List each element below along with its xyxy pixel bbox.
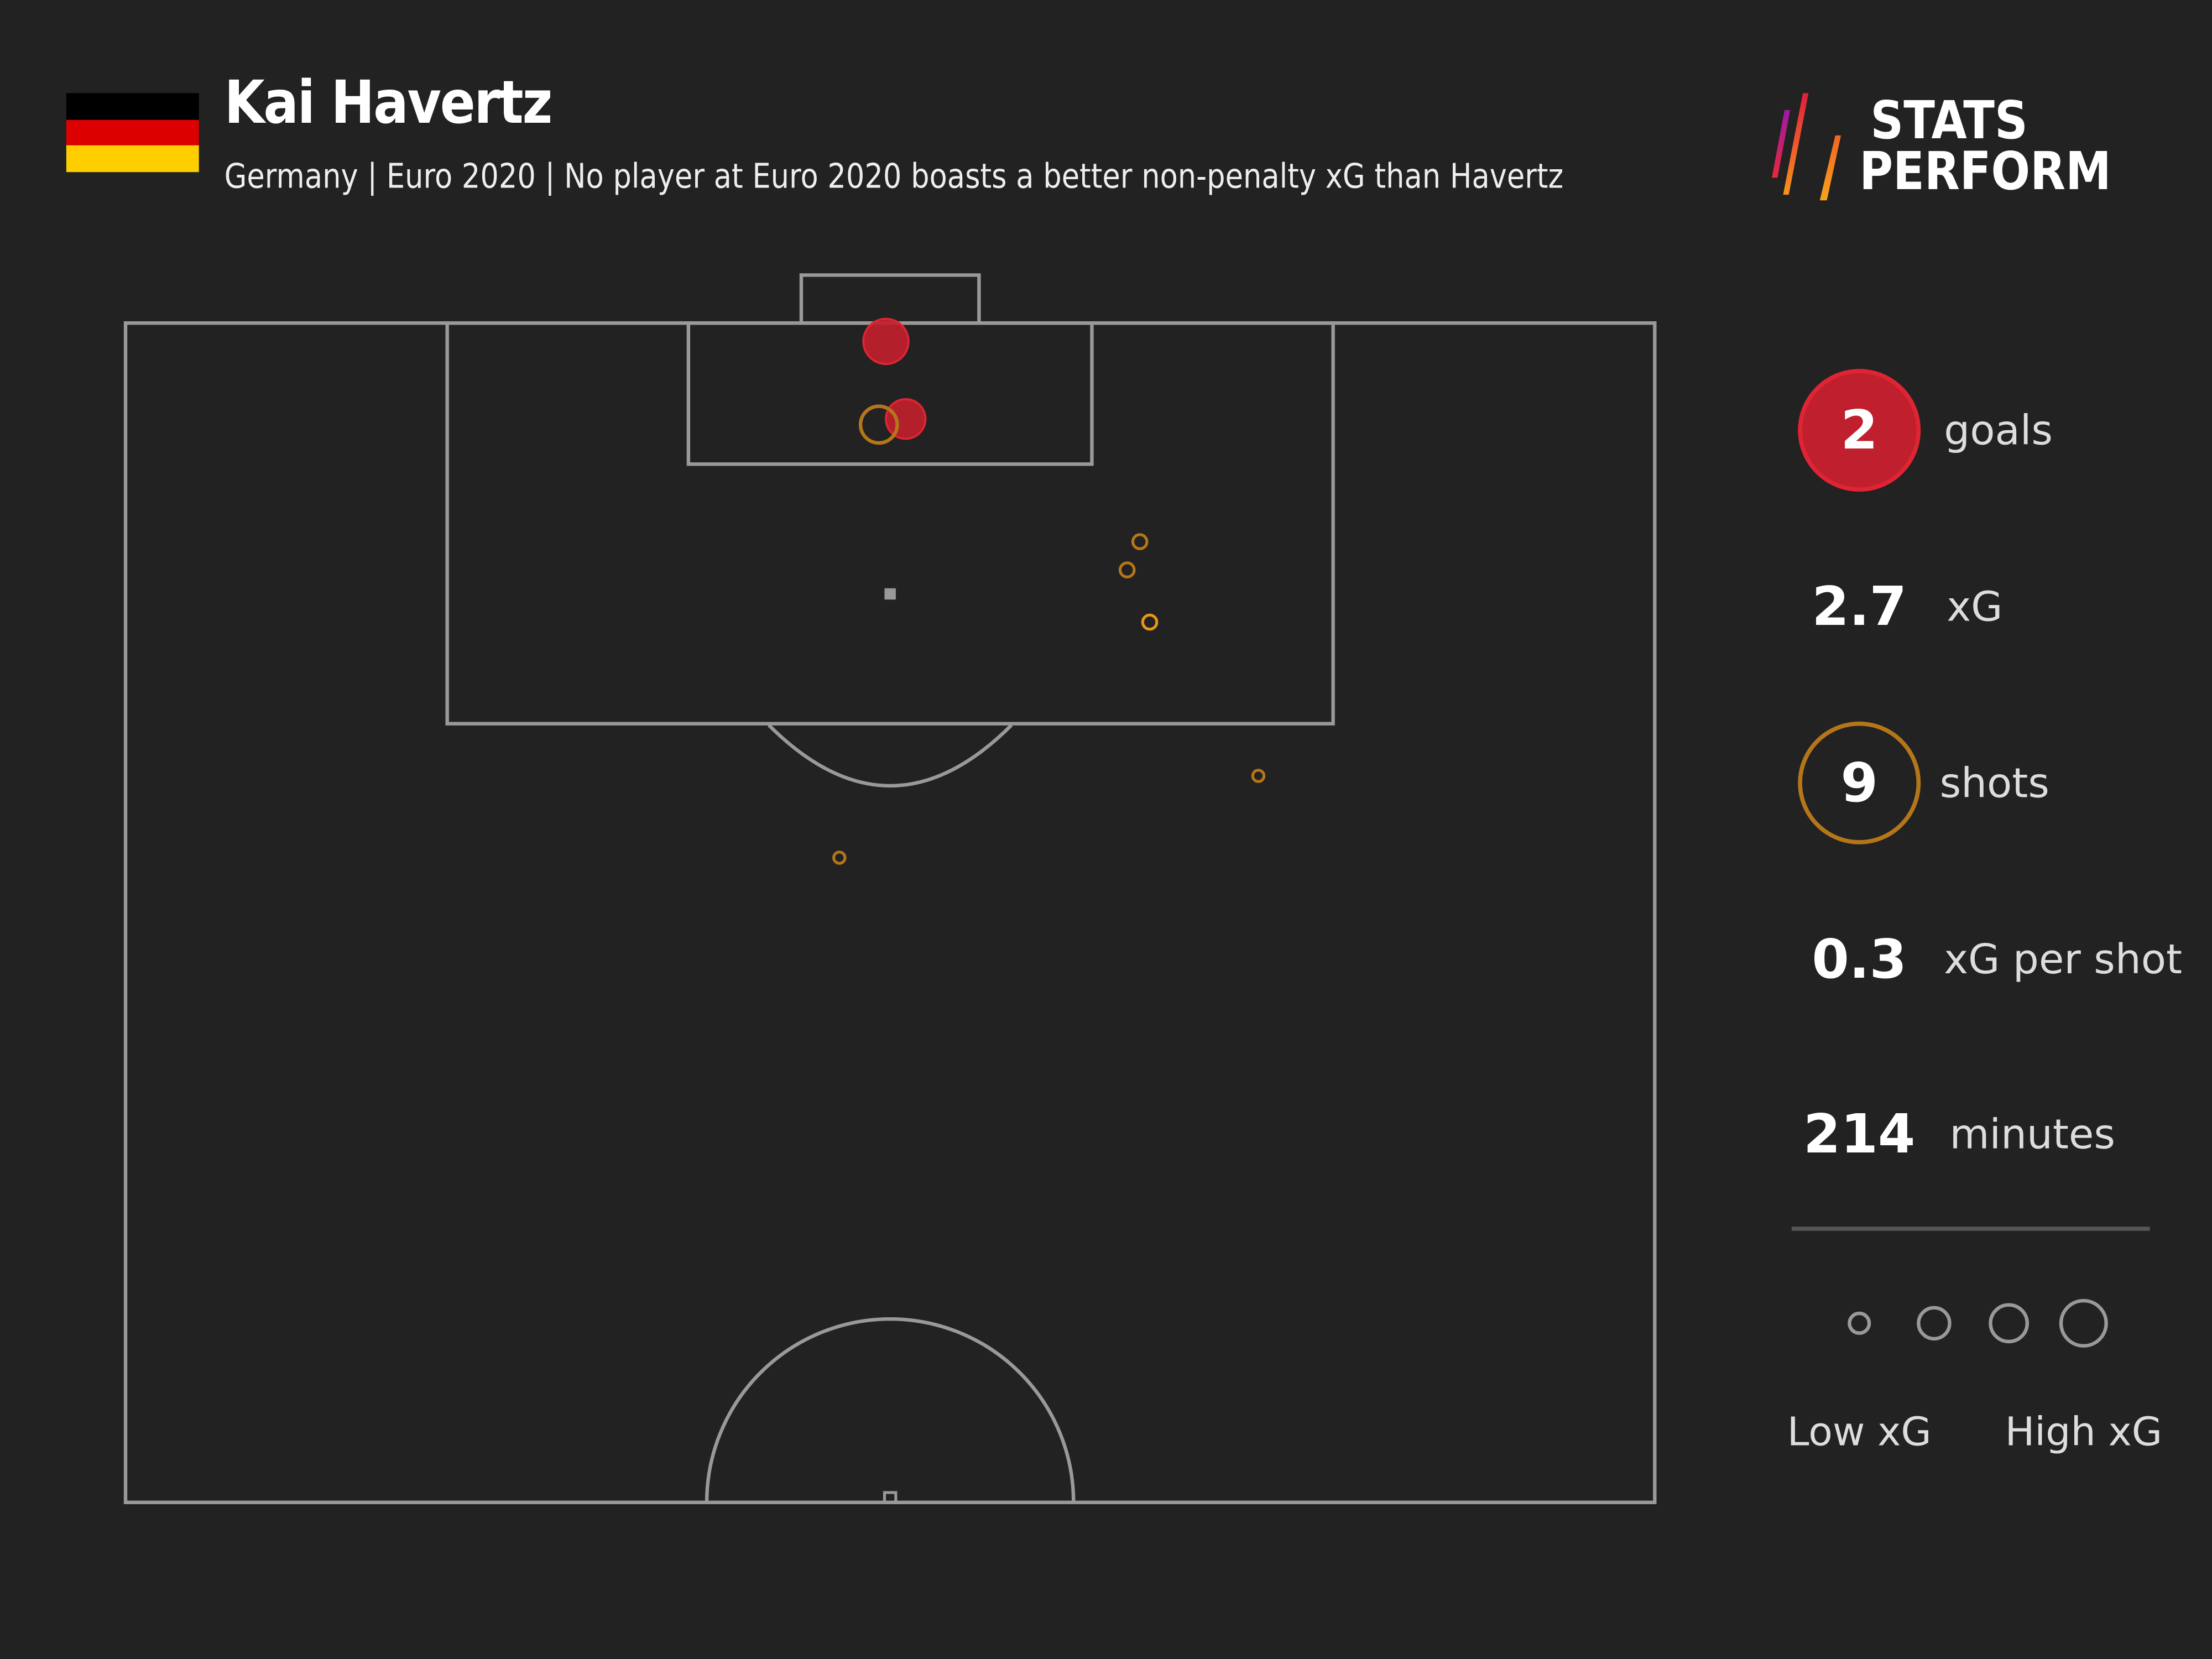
stat-value: 214 <box>1803 1103 1916 1166</box>
legend-size-circle-icon <box>1848 1311 1871 1335</box>
penalty-arc <box>768 723 1013 788</box>
center-spot <box>883 1491 898 1504</box>
shot-marker <box>1251 769 1266 783</box>
stats-perform-logo-icon <box>1772 93 1841 201</box>
penalty-spot <box>884 588 896 600</box>
logo-line1: STATS <box>1870 90 2028 151</box>
germany-flag-icon <box>66 93 199 173</box>
legend-size-circle-icon <box>2059 1298 2108 1348</box>
goal-frame <box>799 273 981 325</box>
goals-badge-icon <box>1798 369 1921 492</box>
shot-marker <box>1141 613 1159 631</box>
pitch-outline <box>123 321 1657 1505</box>
stat-label: xG <box>1947 582 2003 631</box>
stat-value: 9 <box>1840 752 1878 814</box>
page-title: Kai Havertz <box>224 67 553 137</box>
center-circle <box>705 1317 1076 1503</box>
stat-label: shots <box>1939 759 2049 807</box>
shots-badge-icon <box>1798 721 1921 844</box>
logo-text: STATS PERFORM <box>1859 90 2111 202</box>
legend-size-circle-icon <box>1917 1306 1952 1341</box>
legend-size-circle-icon <box>1989 1303 2029 1344</box>
legend-low-label: Low xG <box>1787 1408 1932 1455</box>
page-subtitle: Germany | Euro 2020 | No player at Euro … <box>224 156 1564 196</box>
logo-line2: PERFORM <box>1859 141 2111 202</box>
stat-value: 2.7 <box>1812 575 1907 638</box>
shot-marker <box>1118 561 1136 578</box>
stat-label: goals <box>1944 406 2053 455</box>
shot-marker <box>1131 533 1149 550</box>
stat-label: xG per shot <box>1944 935 2183 984</box>
shot-marker <box>832 851 847 865</box>
goal-shot-marker <box>885 398 927 440</box>
stat-label: minutes <box>1949 1110 2115 1159</box>
penalty-box <box>445 321 1335 726</box>
stat-value: 2 <box>1840 399 1878 462</box>
stat-value: 0.3 <box>1812 928 1907 990</box>
goal-shot-marker <box>862 317 910 366</box>
shot-marker <box>858 404 899 445</box>
legend-high-label: High xG <box>2005 1408 2163 1455</box>
